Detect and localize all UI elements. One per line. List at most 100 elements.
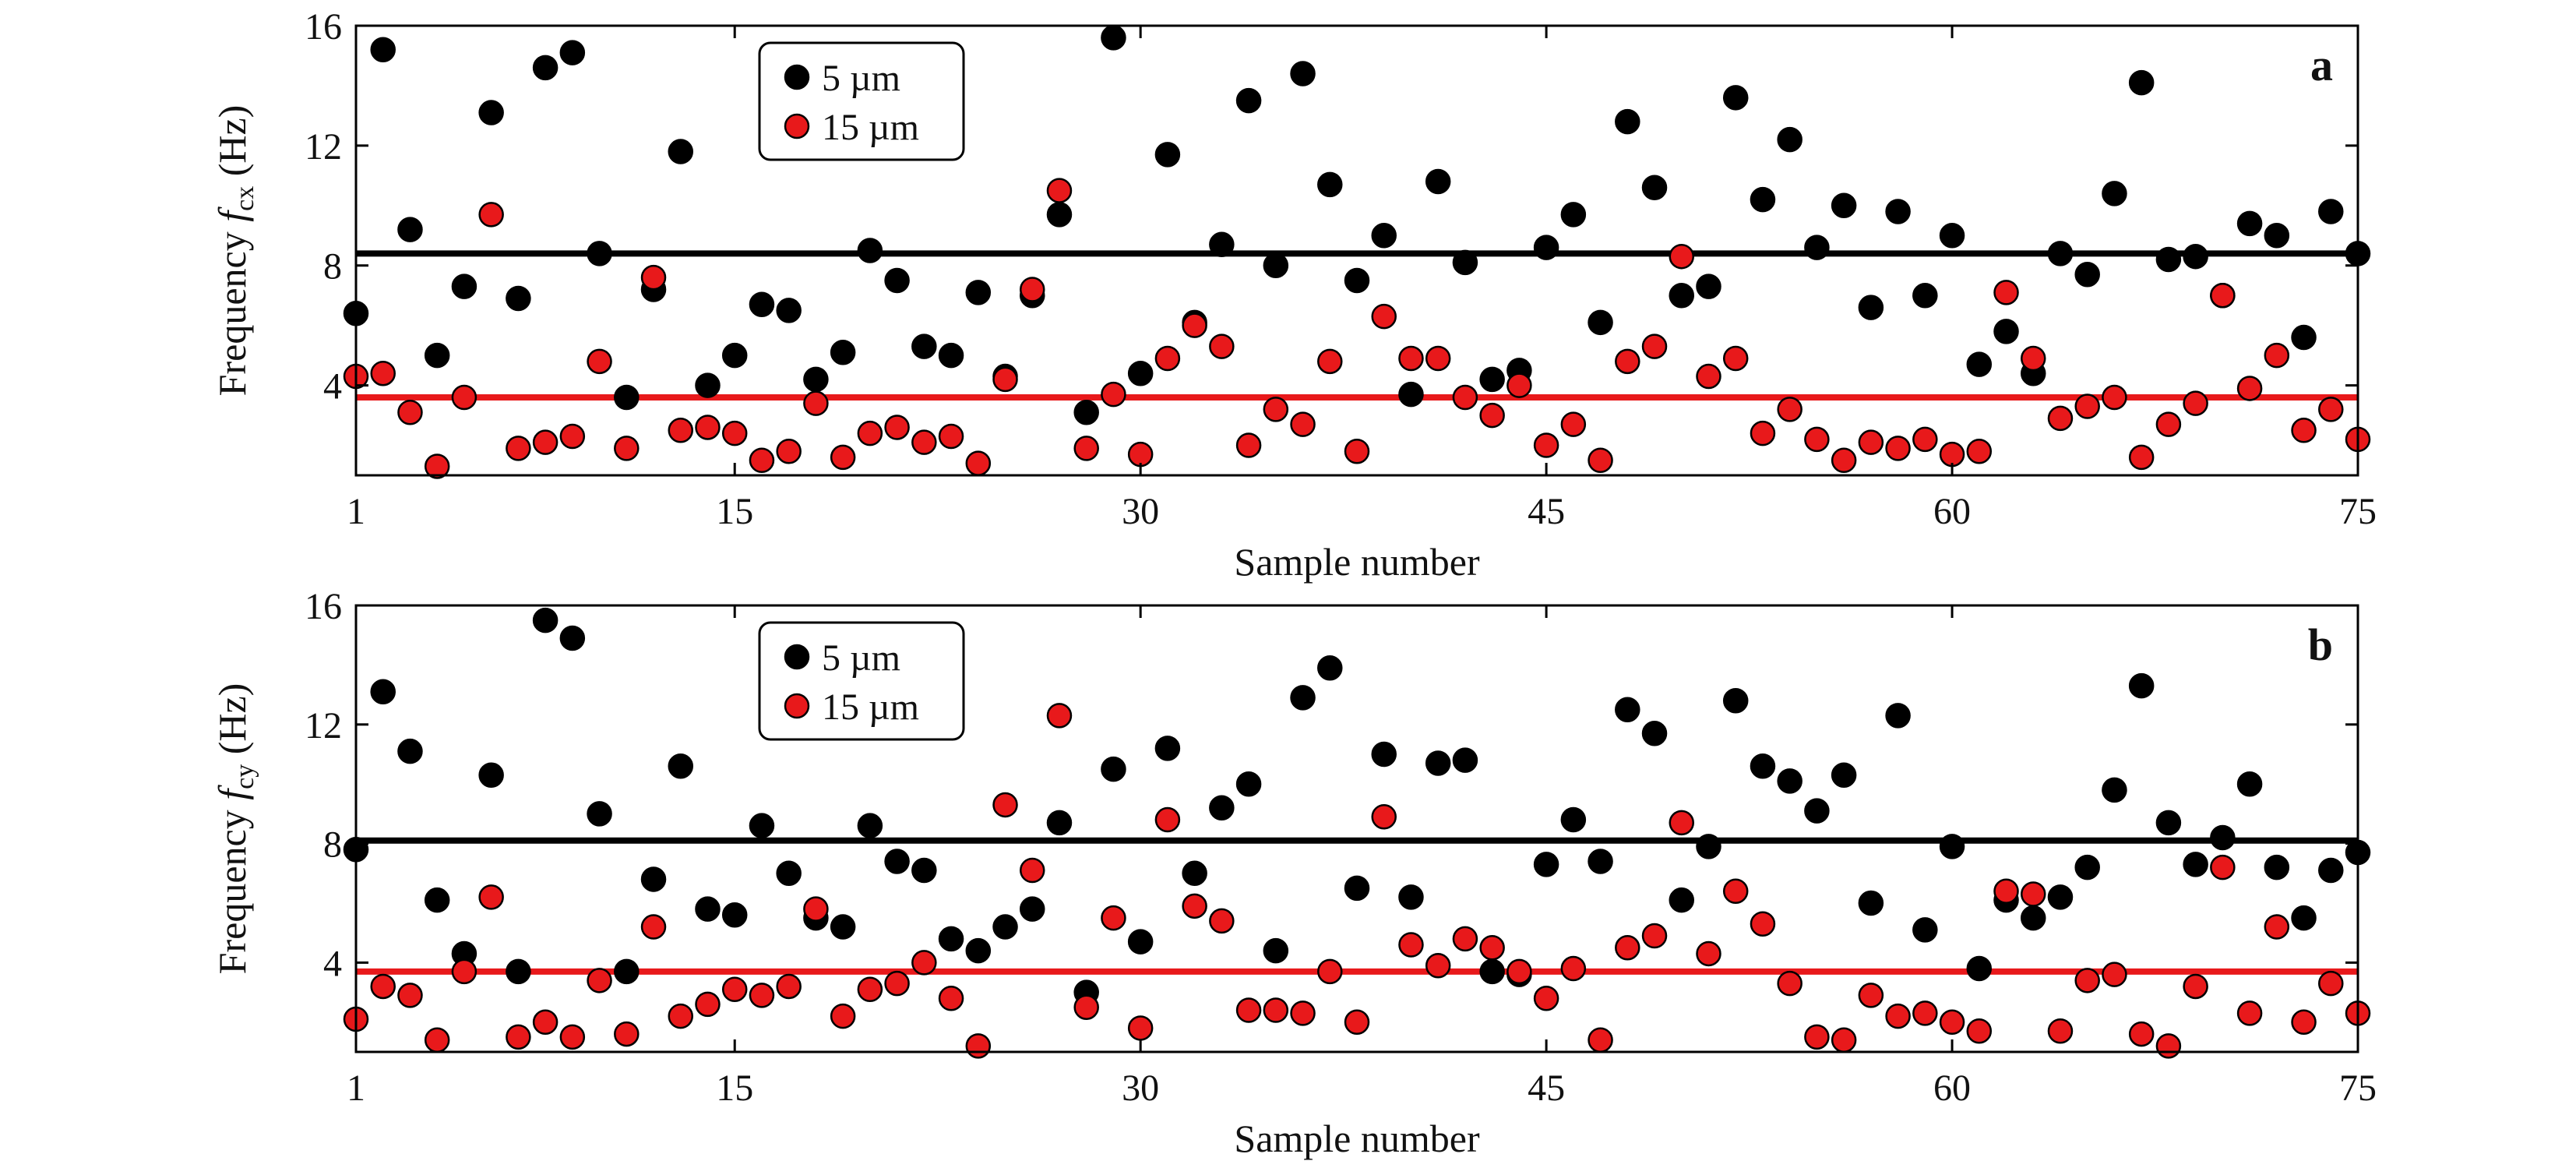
data-point bbox=[911, 429, 937, 455]
data-point bbox=[1939, 834, 1965, 859]
data-point bbox=[884, 267, 910, 294]
data-point bbox=[965, 450, 992, 476]
data-point bbox=[1073, 399, 1099, 425]
data-point bbox=[1669, 282, 1695, 309]
data-point bbox=[559, 1024, 586, 1050]
data-point bbox=[884, 849, 910, 874]
data-point bbox=[938, 985, 964, 1011]
data-point bbox=[1182, 312, 1207, 338]
data-point bbox=[587, 241, 612, 266]
data-point bbox=[911, 950, 937, 976]
data-point bbox=[370, 973, 396, 1000]
data-point bbox=[2236, 376, 2263, 401]
data-point bbox=[1722, 85, 1749, 111]
data-point bbox=[532, 1009, 559, 1036]
data-point bbox=[749, 983, 775, 1008]
data-point bbox=[1452, 249, 1478, 276]
x-tick-label: 60 bbox=[1933, 491, 1971, 532]
data-point bbox=[478, 202, 504, 228]
data-point bbox=[2047, 241, 2074, 266]
data-point bbox=[1641, 333, 1668, 359]
data-point bbox=[506, 436, 531, 461]
data-point bbox=[1993, 319, 2019, 344]
data-point bbox=[1235, 432, 1262, 458]
x-tick-label: 75 bbox=[2339, 1067, 2377, 1109]
data-point bbox=[1858, 429, 1884, 455]
y-tick-label: 16 bbox=[305, 6, 342, 48]
data-point bbox=[857, 420, 883, 446]
data-point bbox=[695, 991, 721, 1018]
data-point bbox=[1831, 762, 1857, 788]
data-point bbox=[1831, 1027, 1857, 1053]
data-point bbox=[2102, 962, 2127, 987]
data-point bbox=[1993, 280, 2019, 305]
data-point bbox=[668, 418, 694, 443]
data-point bbox=[1344, 438, 1370, 464]
data-point bbox=[559, 625, 586, 651]
data-point bbox=[884, 970, 910, 997]
data-point bbox=[776, 298, 802, 323]
data-point bbox=[1912, 282, 1938, 309]
data-point bbox=[1588, 447, 1613, 474]
data-point bbox=[1615, 697, 1640, 722]
panel-label: b bbox=[2308, 619, 2333, 670]
data-point bbox=[1615, 935, 1640, 961]
data-point bbox=[1939, 223, 1965, 249]
x-tick-label: 1 bbox=[347, 1067, 365, 1109]
data-point bbox=[1154, 806, 1181, 833]
data-point bbox=[721, 342, 748, 369]
data-point bbox=[1209, 231, 1235, 258]
data-point bbox=[1533, 235, 1559, 260]
data-point bbox=[1182, 860, 1207, 887]
data-point bbox=[1885, 436, 1911, 461]
data-point bbox=[2102, 181, 2127, 206]
y-tick-label: 16 bbox=[305, 586, 342, 627]
data-point bbox=[1046, 810, 1073, 836]
data-point bbox=[640, 866, 667, 892]
data-point bbox=[532, 607, 559, 633]
data-point bbox=[2183, 243, 2208, 270]
data-point bbox=[1777, 970, 1802, 997]
data-point bbox=[451, 384, 477, 411]
data-point bbox=[1209, 908, 1235, 934]
data-point bbox=[451, 273, 477, 299]
data-point bbox=[2102, 777, 2127, 803]
data-point bbox=[2128, 672, 2155, 699]
data-point bbox=[1750, 420, 1776, 446]
data-point bbox=[2074, 393, 2100, 419]
data-point bbox=[938, 342, 964, 369]
plot-frame bbox=[354, 24, 2359, 477]
legend-marker bbox=[784, 64, 810, 90]
data-point bbox=[370, 679, 396, 705]
data-point bbox=[1371, 741, 1397, 768]
data-point bbox=[640, 264, 667, 291]
data-point bbox=[1696, 363, 1721, 390]
data-point bbox=[1317, 171, 1343, 198]
data-point bbox=[1154, 736, 1181, 761]
data-point bbox=[2020, 345, 2046, 372]
data-point bbox=[1479, 366, 1505, 393]
data-point bbox=[1425, 750, 1451, 776]
data-point bbox=[1560, 202, 1587, 228]
data-point bbox=[2155, 1033, 2182, 1059]
data-point bbox=[2155, 246, 2182, 273]
data-point bbox=[2264, 854, 2290, 880]
data-point bbox=[1398, 381, 1424, 408]
data-point bbox=[1912, 1000, 1938, 1026]
legend-label: 15 µm bbox=[822, 686, 919, 728]
data-point bbox=[1425, 168, 1451, 195]
data-point bbox=[1479, 958, 1505, 985]
data-point bbox=[2236, 771, 2263, 797]
series-5um bbox=[343, 25, 2371, 425]
data-point bbox=[424, 1027, 450, 1053]
data-point bbox=[1101, 905, 1126, 931]
x-tick-label: 1 bbox=[347, 491, 365, 532]
chart-panel-b: 1 15 30 45 60 75 4 8 12 16 Sample number Frequency … bbox=[210, 586, 2377, 1160]
x-tick-label: 15 bbox=[716, 1067, 753, 1109]
data-point bbox=[1722, 687, 1749, 714]
data-point bbox=[1263, 937, 1289, 964]
data-point bbox=[1073, 994, 1099, 1020]
data-point bbox=[911, 857, 937, 884]
data-point bbox=[857, 976, 883, 1003]
data-point bbox=[478, 884, 504, 910]
